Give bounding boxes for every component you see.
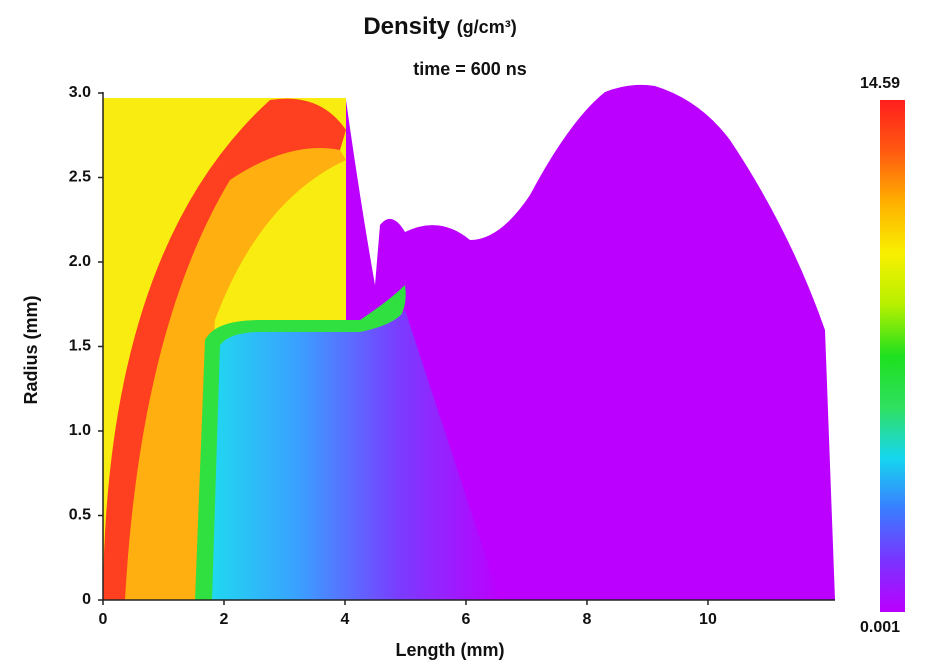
title-unit: (g/cm³) xyxy=(457,17,517,37)
y-tick-label: 1.5 xyxy=(69,338,91,355)
density-field xyxy=(103,84,835,601)
x-axis-label: Length (mm) xyxy=(396,640,505,660)
colorbar-max-label: 14.59 xyxy=(860,75,900,92)
x-tick-label: 6 xyxy=(462,611,471,628)
y-tick-label: 1.0 xyxy=(69,422,91,439)
x-tick-label: 0 xyxy=(99,611,108,628)
y-axis-label: Radius (mm) xyxy=(21,295,41,404)
y-tick-label: 2.5 xyxy=(69,169,91,186)
x-tick-label: 8 xyxy=(583,611,592,628)
colorbar xyxy=(880,100,905,612)
colorbar-min-label: 0.001 xyxy=(860,619,900,636)
y-tick-label: 0.5 xyxy=(69,507,91,524)
y-tick-label: 2.0 xyxy=(69,253,91,270)
title-main: Density xyxy=(363,13,450,40)
x-tick-label: 10 xyxy=(699,611,717,628)
subtitle: time = 600 ns xyxy=(413,59,527,79)
x-tick-label: 2 xyxy=(220,611,229,628)
y-tick-label: 0 xyxy=(82,591,91,608)
y-tick-label: 3.0 xyxy=(69,84,91,101)
x-tick-label: 4 xyxy=(341,611,350,628)
chart-title: Density (g/cm³) xyxy=(363,13,516,40)
